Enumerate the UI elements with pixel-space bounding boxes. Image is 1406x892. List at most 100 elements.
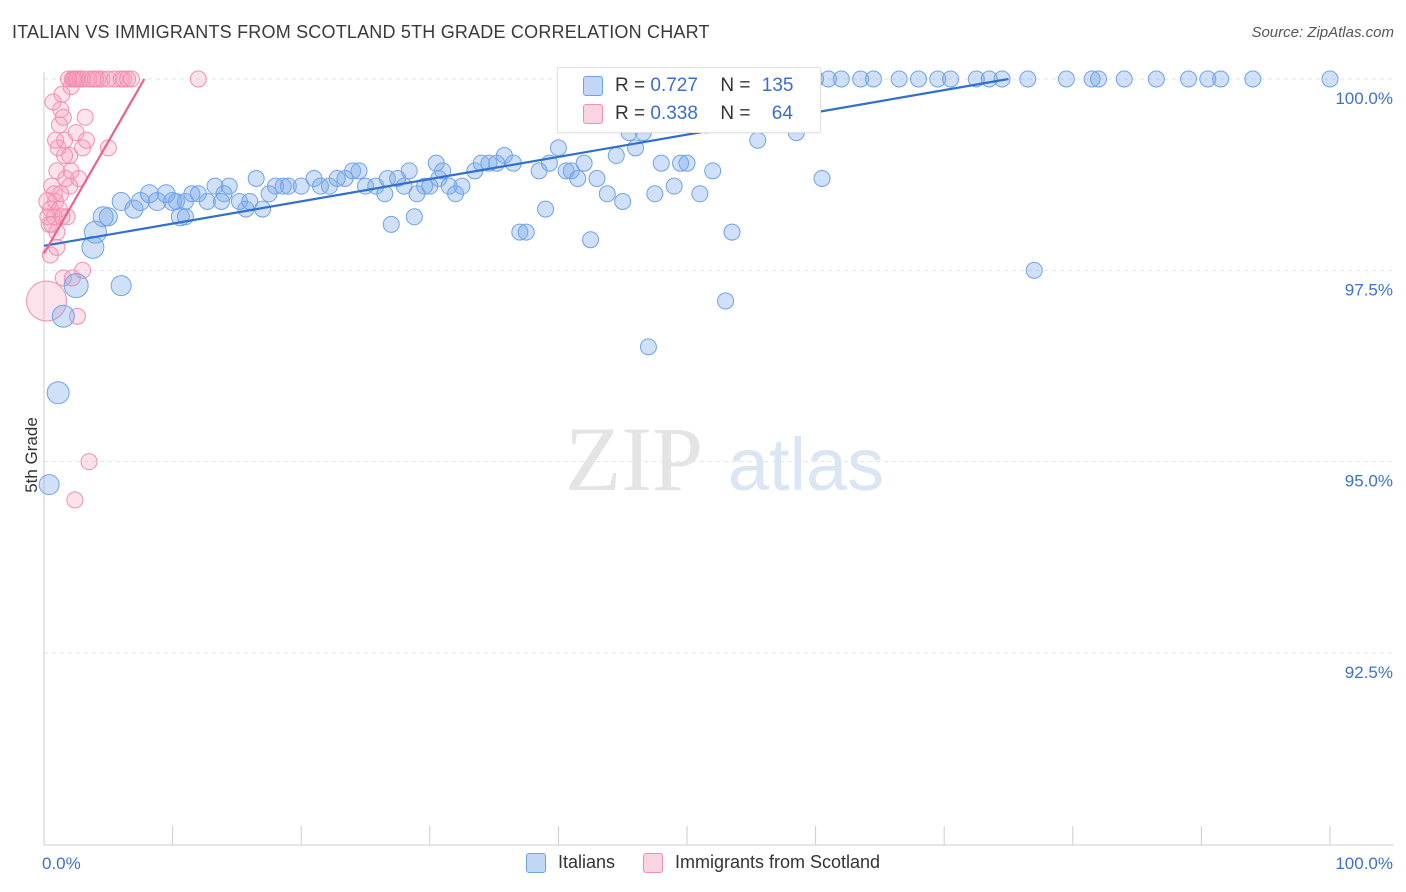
- italian-point: [749, 131, 767, 149]
- italian-point: [852, 70, 870, 88]
- italian-point: [1321, 70, 1339, 88]
- scotland-point: [45, 185, 63, 203]
- italian-point: [1019, 70, 1037, 88]
- italian-point: [1090, 70, 1108, 88]
- legend-r-label: R =: [615, 75, 651, 96]
- watermark-atlas: atlas: [728, 423, 884, 506]
- scotland-point: [122, 70, 140, 88]
- italian-point: [92, 206, 114, 228]
- italian-point: [405, 208, 423, 226]
- scotland-point: [77, 131, 95, 149]
- axis-layer: [43, 72, 1394, 846]
- italian-point: [292, 177, 310, 195]
- italian-point: [1212, 70, 1230, 88]
- italian-point: [723, 223, 741, 241]
- scotland-point: [26, 280, 68, 322]
- watermark-zip: ZIP: [565, 408, 703, 510]
- legend-swatch-italians: [583, 76, 603, 96]
- italian-point: [646, 185, 664, 203]
- scotland-trend-line: [43, 78, 146, 255]
- italian-point: [890, 70, 908, 88]
- italian-point: [139, 184, 159, 204]
- scotland-point: [74, 139, 92, 157]
- italian-point: [98, 207, 118, 227]
- italian-point: [672, 154, 690, 172]
- italians-points: [38, 70, 1339, 496]
- italian-point: [274, 177, 292, 195]
- legend-row-italians: R = 0.727 N = 135: [558, 72, 793, 100]
- italian-point: [942, 70, 960, 88]
- italian-point: [183, 185, 201, 203]
- source-label: Source: ZipAtlas.com: [1251, 24, 1394, 41]
- correlation-legend: R = 0.727 N = 135 R = 0.338 N = 64: [557, 67, 821, 133]
- italian-point: [212, 192, 230, 210]
- italian-point: [220, 177, 238, 195]
- y-tick-label: 97.5%: [1345, 280, 1393, 299]
- italian-point: [588, 169, 606, 187]
- scotland-point: [54, 269, 72, 287]
- x-tick-label: 100.0%: [1335, 854, 1393, 873]
- scotland-point: [86, 70, 104, 88]
- legend-r-value-italians: 0.727: [650, 75, 698, 96]
- italians-trend-line: [43, 77, 1009, 247]
- italian-point: [38, 474, 60, 496]
- scotland-points: [26, 70, 207, 509]
- legend-swatch-scotland: [583, 104, 603, 124]
- italian-point: [260, 185, 278, 203]
- italian-point: [1199, 70, 1217, 88]
- italian-point: [607, 147, 625, 165]
- legend-r-label: R =: [615, 103, 651, 124]
- scotland-point: [99, 70, 117, 88]
- italian-point: [1083, 70, 1101, 88]
- legend-swatch-scotland: [642, 852, 663, 873]
- italian-point: [511, 223, 529, 241]
- italian-point: [639, 338, 657, 356]
- grid-layer: [44, 78, 1394, 654]
- legend-label-scotland: Immigrants from Scotland: [674, 852, 881, 872]
- italian-point: [311, 177, 329, 195]
- scotland-point: [59, 70, 77, 88]
- chart-title: ITALIAN VS IMMIGRANTS FROM SCOTLAND 5TH …: [12, 22, 710, 42]
- italian-point: [400, 162, 418, 180]
- italian-point: [569, 169, 587, 187]
- italian-point: [279, 177, 297, 195]
- italian-point: [575, 154, 593, 172]
- scotland-point: [189, 70, 207, 88]
- scotland-point: [106, 70, 124, 88]
- italian-point: [453, 177, 471, 195]
- scotland-point: [74, 70, 92, 88]
- x-tick-label: 0.0%: [42, 854, 81, 873]
- italian-point: [382, 215, 400, 233]
- italian-point: [598, 185, 616, 203]
- italian-point: [704, 162, 722, 180]
- italian-point: [124, 199, 144, 219]
- italian-point: [909, 70, 927, 88]
- legend-item-scotland: Immigrants from Scotland: [642, 852, 881, 873]
- scotland-point: [54, 108, 72, 126]
- italian-point: [717, 292, 735, 310]
- y-tick-label: 95.0%: [1345, 472, 1393, 491]
- italian-point: [163, 191, 183, 211]
- italian-point: [344, 162, 362, 180]
- italian-point: [110, 275, 132, 297]
- italian-point: [517, 223, 535, 241]
- italian-point: [691, 185, 709, 203]
- italian-point: [537, 200, 555, 218]
- legend-n-label: N =: [720, 75, 756, 96]
- italian-point: [416, 177, 434, 195]
- italian-point: [434, 162, 452, 180]
- italian-point: [1244, 70, 1262, 88]
- italian-point: [813, 169, 831, 187]
- scotland-point: [56, 147, 74, 165]
- scotland-point: [47, 131, 65, 149]
- scotland-point: [39, 208, 57, 226]
- tick-labels: 100.0% 97.5% 95.0% 92.5% 0.0% 100.0%: [42, 89, 1393, 873]
- scotland-point: [62, 162, 80, 180]
- y-tick-label: 100.0%: [1335, 89, 1393, 108]
- italian-point: [167, 192, 185, 210]
- italian-point: [350, 162, 368, 180]
- legend-r-value-scotland: 0.338: [650, 103, 698, 124]
- legend-item-italians: Italians: [525, 852, 615, 873]
- legend-n-value-italians: 135: [761, 75, 794, 96]
- italian-point: [198, 192, 216, 210]
